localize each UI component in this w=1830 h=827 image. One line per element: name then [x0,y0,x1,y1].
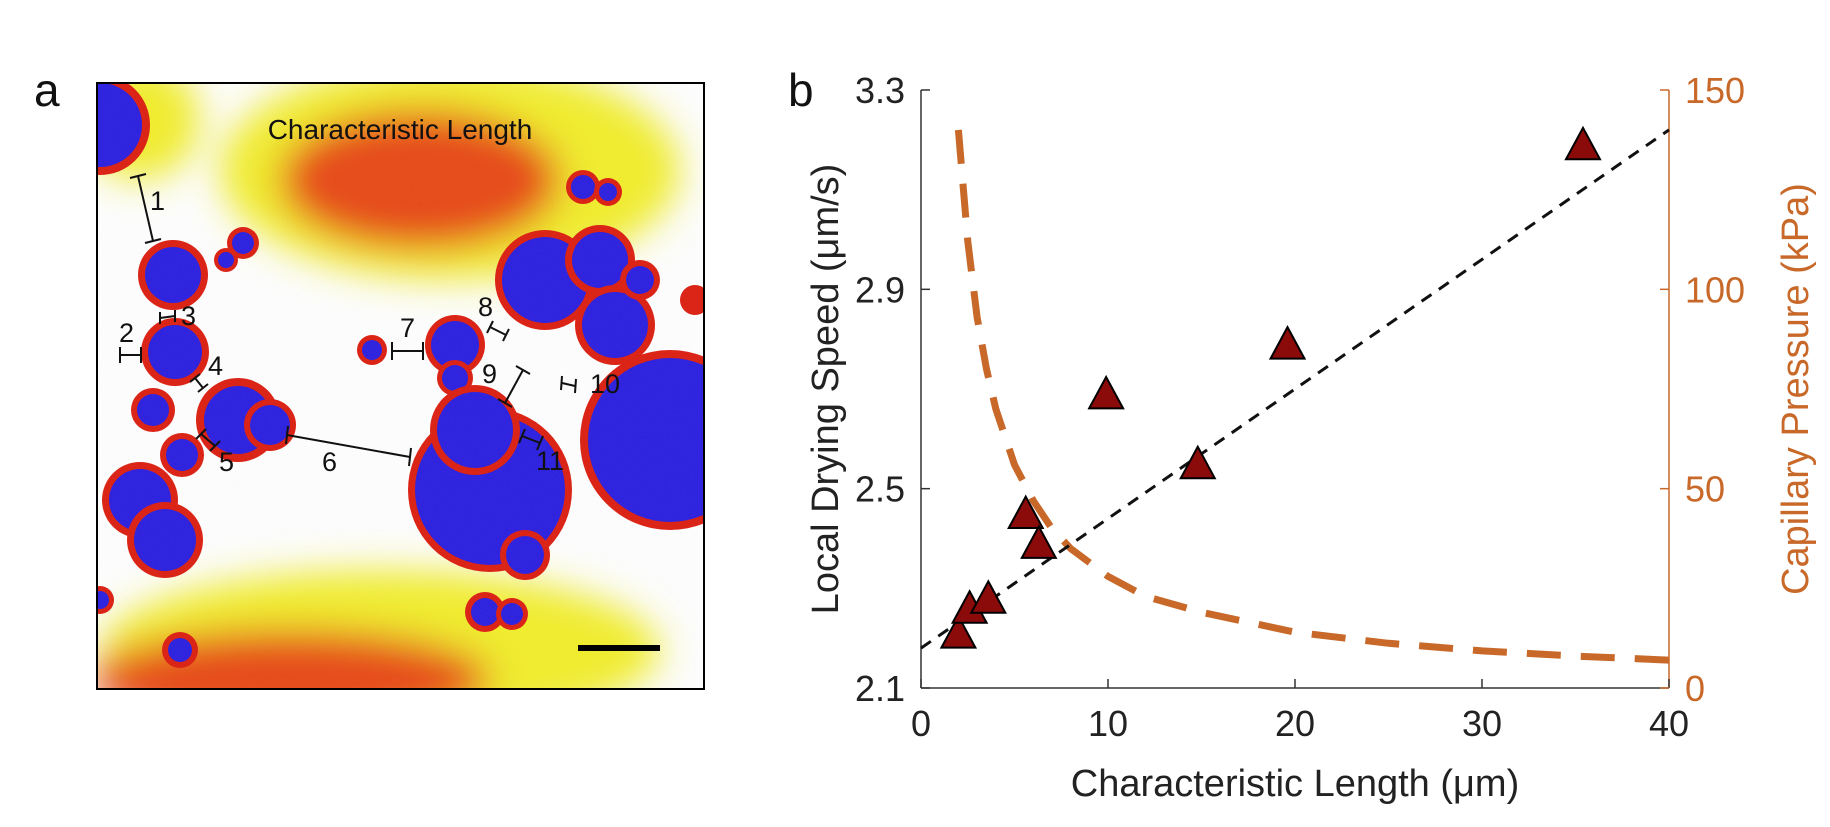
y2-tick-label-3: 150 [1685,70,1745,111]
micrograph [97,83,704,689]
data-point-8 [1564,125,1602,161]
data-point-7 [1268,325,1307,360]
micrograph-frame [96,82,705,690]
data-point-0 [939,614,978,649]
linear-fit-line [920,128,1670,650]
meas-label-4: 4 [208,351,223,381]
panel-a-letter: a [34,64,60,116]
meas-label-10: 10 [590,369,620,399]
meas-label-8: 8 [478,292,493,322]
data-point-2 [969,579,1007,614]
meas-label-5: 5 [219,447,234,477]
meas-label-6: 6 [322,447,337,477]
data-point-5 [1087,374,1125,410]
data-point-4 [1020,524,1058,559]
meas-label-3: 3 [181,301,196,331]
y-tick-label-3: 3.3 [855,70,905,111]
meas-label-2: 2 [119,318,134,348]
meas-label-7: 7 [400,313,415,343]
y2-axis-label: Capillary Pressure (kPa) [1775,183,1817,595]
data-point-3 [1007,494,1045,530]
micrograph-title: Characteristic Length [268,114,533,145]
x-tick-label-3: 30 [1462,703,1502,744]
y-tick-label-1: 2.5 [855,469,905,510]
measurement-labels: 1 2 3 4 5 6 7 8 9 10 11 [119,186,620,477]
x-tick-label-4: 40 [1649,703,1689,744]
x-tick-label-0: 0 [911,703,931,744]
meas-label-9: 9 [482,359,497,389]
data-point-6 [1179,444,1217,480]
capillary-pressure-curve [954,129,1670,664]
x-axis-label: Characteristic Length (μm) [1071,763,1520,805]
x-tick-label-2: 20 [1275,703,1315,744]
meas-label-1: 1 [150,186,165,216]
y2-tick-label-0: 0 [1685,668,1705,709]
y-tick-label-2: 2.9 [855,269,905,310]
x-tick-label-1: 10 [1088,703,1128,744]
y2-tick-label-2: 100 [1685,269,1745,310]
panel-b-letter: b [788,64,814,116]
y2-tick-label-1: 50 [1685,469,1725,510]
y-axis-label: Local Drying Speed (μm/s) [805,164,847,615]
meas-label-11: 11 [536,446,564,476]
measurement-brackets [119,173,577,467]
y-tick-label-0: 2.1 [855,668,905,709]
chart-b: 0 10 20 30 40 2.1 2.5 2.9 3.3 0 50 100 150 Characteri… [805,70,1817,805]
